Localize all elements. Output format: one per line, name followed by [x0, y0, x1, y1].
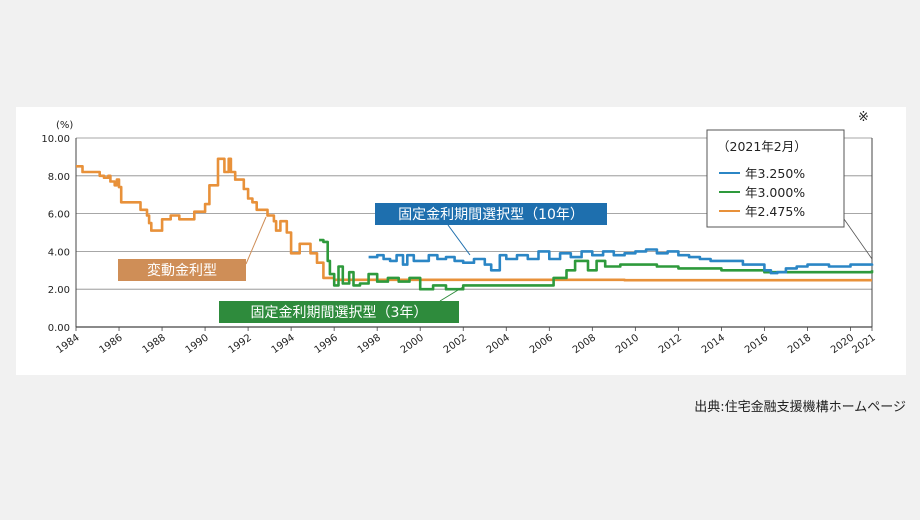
y-tick-label: 6.00	[48, 210, 70, 221]
x-tick-label: 1996	[313, 332, 340, 356]
callout-leader-variable	[245, 216, 267, 265]
y-tick-label: 8.00	[48, 172, 70, 183]
source-note: 出典:住宅金融支援機構ホームページ	[694, 400, 906, 415]
y-tick-label: 2.00	[48, 285, 70, 296]
x-tick-label: 1992	[227, 332, 254, 356]
callout-box-variable	[118, 259, 246, 281]
callout-leader-fixed-10yr	[447, 224, 471, 256]
legend-entry-text: 年3.000%	[745, 185, 805, 200]
x-tick-label: 2008	[571, 332, 598, 356]
callout-label-fixed-3yr: 固定金利期間選択型（3年）	[251, 305, 428, 321]
legend-title: （2021年2月）	[717, 139, 807, 154]
x-tick-label: 2018	[786, 332, 813, 356]
y-tick-labels: 0.00 2.00 4.00 6.00 8.00 10.00	[41, 134, 70, 334]
x-tick-label: 2010	[614, 332, 641, 356]
y-tick-label: 0.00	[48, 323, 70, 334]
x-tick-label: 1986	[98, 332, 125, 356]
series-line-fixed-3yr	[319, 238, 874, 291]
note-mark: ※	[858, 110, 869, 125]
x-tick-label: 2000	[399, 332, 426, 356]
callout-box-fixed-10yr	[375, 203, 607, 225]
legend-entry-text: 年3.250%	[745, 166, 805, 181]
series-lines	[76, 157, 874, 291]
callout-box-fixed-3yr	[219, 301, 459, 323]
y-unit-label: (%)	[56, 120, 73, 131]
y-tick-label: 4.00	[48, 247, 70, 258]
x-tick-labels: 1984 1986 1988 1990 1992 1994 1996 1998 2000 2002…	[55, 332, 878, 356]
callout-label-fixed-10yr: 固定金利期間選択型（10年）	[398, 207, 584, 223]
x-tick-label: 2006	[528, 332, 555, 356]
x-tick-label: 2012	[657, 332, 684, 356]
legend-entry-text: 年2.475%	[745, 204, 805, 219]
x-tick-label: 1988	[141, 332, 168, 356]
x-tick-label: 1984	[55, 332, 82, 356]
x-tick-label: 1990	[184, 332, 211, 356]
x-tick-label: 2021	[851, 332, 878, 356]
series-line-variable	[76, 157, 872, 282]
callout-leader-fixed-3yr	[439, 286, 464, 302]
grid-lines	[75, 137, 873, 331]
x-tick-label: 2004	[485, 332, 512, 356]
callout-label-variable: 変動金利型	[147, 262, 217, 279]
x-tick-label: 1998	[356, 332, 383, 356]
x-tick-label: 2002	[442, 332, 469, 356]
legend-pointer	[843, 218, 873, 260]
series-line-fixed-10yr	[368, 248, 874, 275]
x-tick-label: 2020	[829, 332, 856, 356]
x-tick-label: 2016	[743, 332, 770, 356]
x-tick-label: 1994	[270, 332, 297, 356]
legend: （2021年2月） 年3.250% 年3.000% 年2.475%	[706, 129, 873, 260]
y-tick-label: 10.00	[41, 134, 70, 145]
x-tick-label: 2014	[700, 332, 727, 356]
